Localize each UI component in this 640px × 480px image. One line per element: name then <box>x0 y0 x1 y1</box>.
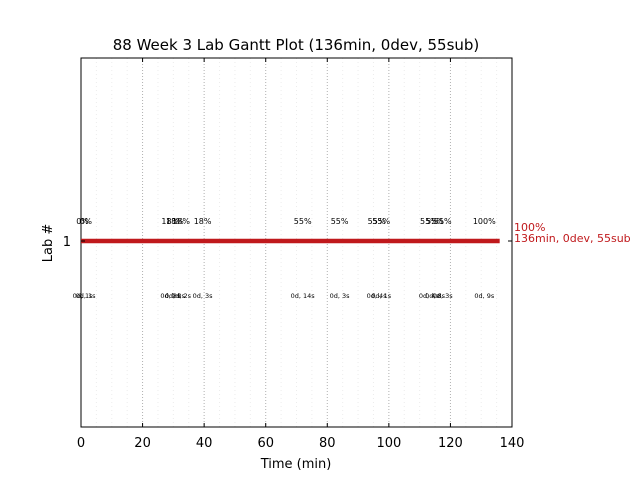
milestone-percent: 55% <box>372 217 390 226</box>
milestone-duration: 0d, 4s <box>419 292 440 300</box>
milestone-duration: 0d, 3s <box>330 292 351 300</box>
x-tick-label: 80 <box>319 436 336 451</box>
chart-title: 88 Week 3 Lab Gantt Plot (136min, 0dev, … <box>113 36 480 54</box>
y-axis-ticks: 1 <box>63 235 512 250</box>
milestone-duration: 0d, 1s <box>371 292 392 300</box>
end-label-percent: 100% <box>514 221 545 234</box>
milestone-duration: 0d, 3s <box>433 292 454 300</box>
milestone-duration: 0d, 1s <box>76 292 97 300</box>
milestone-duration: 0d, 9s <box>474 292 495 300</box>
milestone-percent: 18% <box>172 217 190 226</box>
milestone-duration: 0d, 3s <box>193 292 214 300</box>
milestone-duration: 0d, 14s <box>291 292 316 300</box>
milestone-percent: 0% <box>76 217 89 226</box>
milestone-percent: 55% <box>368 217 386 226</box>
x-tick-label: 40 <box>196 436 213 451</box>
x-tick-label: 60 <box>257 436 274 451</box>
x-axis-label: Time (min) <box>260 457 332 472</box>
milestone-percent: 18% <box>166 217 184 226</box>
milestone-duration: 0d, 4s <box>367 292 388 300</box>
milestone-duration: 0d, 8s <box>165 292 186 300</box>
milestone-percent: 55% <box>331 217 349 226</box>
milestone-percent: 18% <box>161 217 179 226</box>
milestone-percent: 55% <box>420 217 438 226</box>
milestone-percent: 18% <box>194 217 212 226</box>
milestone-percent: 100% <box>473 217 496 226</box>
milestone-percent: 55% <box>426 217 444 226</box>
milestone-percent: 55% <box>294 217 312 226</box>
x-tick-label: 140 <box>500 436 525 451</box>
milestone-percent: 0% <box>79 217 92 226</box>
milestone-duration: 0d, 8s <box>425 292 446 300</box>
milestone-duration: 0d, 2s <box>171 292 192 300</box>
y-tick-label: 1 <box>63 235 71 250</box>
x-axis-ticks: 0 20 40 60 80 100 120 140 <box>77 58 525 451</box>
milestone-percent: 55% <box>434 217 452 226</box>
milestone-duration: 0d, 8s <box>160 292 181 300</box>
end-label-summary: 136min, 0dev, 55sub <box>514 232 631 245</box>
x-tick-label: 0 <box>77 436 85 451</box>
x-tick-label: 100 <box>376 436 401 451</box>
x-tick-label: 120 <box>438 436 463 451</box>
y-axis-label: Lab # <box>41 224 56 263</box>
milestone-duration: 0d, 1s <box>73 292 94 300</box>
x-tick-label: 20 <box>134 436 151 451</box>
